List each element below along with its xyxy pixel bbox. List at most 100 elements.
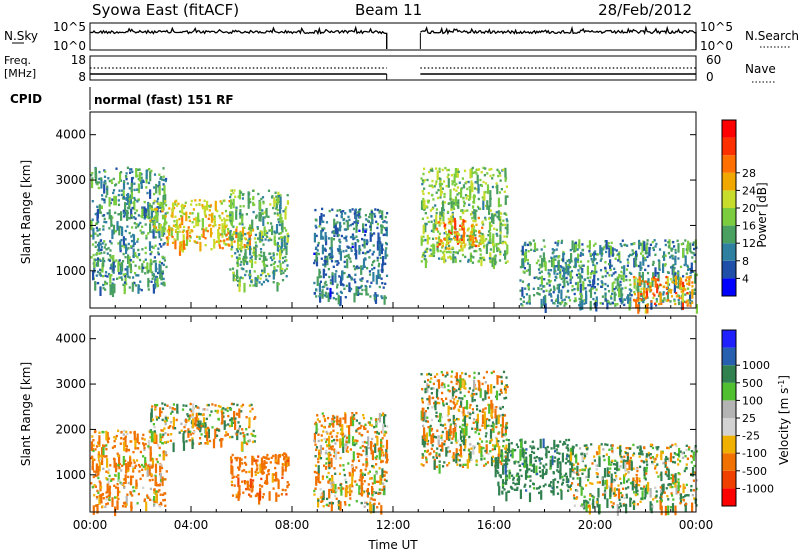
power-cell [342, 250, 345, 253]
velocity-cell [429, 424, 432, 428]
velocity-cell [206, 440, 209, 444]
velocity-cell [348, 485, 351, 488]
velocity-cell [98, 435, 101, 445]
velocity-cell [327, 504, 330, 507]
power-cell [463, 204, 466, 208]
power-cell [622, 272, 625, 283]
power-cell [694, 272, 697, 275]
power-cell [597, 278, 600, 281]
power-cell [171, 202, 175, 212]
power-cell [156, 200, 159, 203]
power-cell [441, 251, 445, 254]
power-cell [334, 224, 337, 235]
velocity-cell [113, 484, 116, 487]
velocity-cell [433, 375, 437, 378]
power-cell [590, 258, 593, 261]
power-cell [136, 238, 140, 241]
power-ytick-label: 4000 [55, 128, 86, 142]
power-cell [454, 168, 457, 178]
power-cell [321, 285, 324, 289]
velocity-cell [447, 384, 450, 387]
power-cell [236, 250, 239, 253]
velocity-cell [359, 473, 362, 476]
power-cell [330, 260, 334, 263]
power-cell [621, 266, 624, 269]
power-cell [170, 227, 173, 237]
velocity-cell [246, 442, 249, 446]
velocity-cell [144, 456, 147, 467]
power-cell [241, 213, 244, 216]
velocity-cell [132, 486, 135, 489]
velocity-cell [206, 408, 209, 411]
power-cell [230, 255, 234, 258]
power-cell [372, 260, 375, 264]
velocity-cell [334, 450, 338, 460]
power-cell [654, 267, 657, 277]
power-cell [452, 220, 455, 223]
power-cell [441, 256, 444, 259]
velocity-cell [443, 440, 446, 443]
velocity-cell [270, 456, 273, 459]
power-cell [145, 234, 148, 238]
power-cell [356, 291, 359, 295]
power-cell [124, 175, 128, 178]
power-cell [193, 218, 196, 221]
velocity-cell [214, 429, 217, 439]
power-cell [376, 259, 379, 262]
velocity-cell [162, 433, 165, 436]
power-cell [692, 241, 695, 244]
velocity-cell [184, 430, 187, 433]
power-cell [557, 256, 560, 259]
power-cell [594, 299, 597, 303]
power-cell [625, 278, 628, 282]
power-cell [444, 246, 447, 249]
power-cell [579, 266, 582, 270]
velocity-cell [498, 406, 501, 409]
velocity-cell [438, 460, 441, 463]
power-cell [261, 209, 264, 212]
power-cell [364, 284, 367, 288]
velocity-cell [350, 490, 353, 493]
velocity-cell [490, 424, 493, 428]
power-cell [240, 234, 243, 237]
power-cell [447, 168, 450, 172]
power-cell [244, 258, 247, 261]
power-cell [444, 166, 447, 170]
velocity-cell [255, 494, 258, 497]
power-cell [128, 231, 131, 235]
power-cell [357, 220, 360, 223]
power-cell [116, 277, 119, 280]
power-cell [330, 245, 333, 248]
velocity-cell [248, 439, 251, 442]
power-cell [644, 268, 647, 272]
power-cell [104, 282, 107, 286]
velocity-cell [455, 389, 458, 392]
power-cell [608, 274, 611, 277]
velocity-cell [120, 469, 123, 472]
power-cell [91, 200, 94, 203]
velocity-cell [474, 427, 477, 431]
power-cell [141, 248, 144, 251]
velocity-cell [443, 383, 446, 386]
power-cell [594, 250, 597, 253]
velocity-cell [120, 430, 123, 434]
power-cell [99, 259, 102, 262]
power-cell [662, 291, 665, 294]
power-cell [376, 294, 379, 297]
velocity-cell [260, 471, 263, 474]
power-ytick-label: 1000 [55, 264, 86, 278]
power-cell [430, 229, 433, 233]
power-cell [462, 226, 465, 229]
power-cell [444, 227, 447, 230]
velocity-cell [484, 407, 487, 410]
velocity-cell [512, 476, 515, 480]
power-cell [256, 226, 259, 229]
velocity-cell [481, 410, 484, 413]
velocity-cell [566, 484, 569, 487]
power-cell [354, 208, 357, 211]
velocity-cell [96, 489, 99, 493]
velocity-cell [462, 419, 465, 422]
power-cell [503, 190, 506, 193]
power-cell [154, 226, 158, 229]
velocity-cell [384, 452, 388, 455]
